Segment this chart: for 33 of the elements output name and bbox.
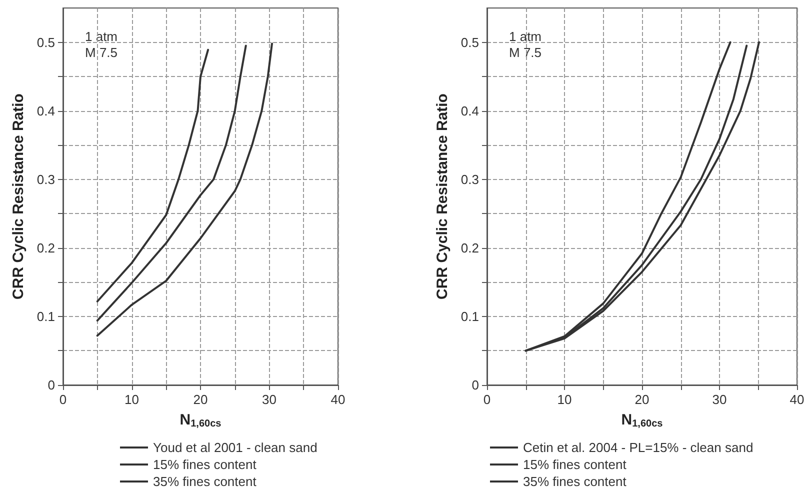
x-tick-label: 0 <box>483 392 491 407</box>
y-tick-label: 0.3 <box>36 172 55 187</box>
annotation: 1 atm <box>509 29 542 44</box>
x-tick-label: 20 <box>634 392 650 407</box>
y-tick-label: 0.4 <box>460 103 479 118</box>
legend-label: Cetin et al. 2004 - PL=15% - clean sand <box>523 440 754 455</box>
y-tick-label: 0.1 <box>460 308 479 324</box>
legend-label: 15% fines content <box>523 457 627 472</box>
legend-label: 35% fines content <box>523 474 627 489</box>
annotation: M 7.5 <box>509 45 542 60</box>
y-tick-label: 0.2 <box>460 240 479 256</box>
y-tick-label: 0.2 <box>36 240 55 256</box>
y-axis-title: CRR Cyclic Resistance Ratio <box>434 94 452 300</box>
x-tick-label: 30 <box>262 392 276 407</box>
x-tick-label: 10 <box>557 392 572 407</box>
legend-label: 15% fines content <box>153 457 257 472</box>
legend-label: Youd et al 2001 - clean sand <box>153 440 318 455</box>
x-tick-label: 10 <box>124 392 139 407</box>
x-tick-label: 30 <box>712 392 727 407</box>
y-tick-label: 0.3 <box>460 172 479 187</box>
legend-label: 35% fines content <box>153 474 257 489</box>
y-tick-label: 0.1 <box>36 308 55 324</box>
y-tick-label: 0.5 <box>460 34 479 50</box>
x-tick-label: 0 <box>59 392 67 407</box>
x-tick-label: 40 <box>790 392 804 407</box>
y-tick-label: 0.4 <box>36 103 55 118</box>
annotation: M 7.5 <box>85 45 118 60</box>
y-tick-label: 0 <box>472 378 479 392</box>
y-tick-label: 0.5 <box>36 34 55 50</box>
y-axis-title: CRR Cyclic Resistance Ratio <box>10 94 28 300</box>
y-tick-label: 0 <box>48 378 55 392</box>
x-tick-label: 20 <box>193 392 208 407</box>
x-tick-label: 40 <box>330 392 346 407</box>
